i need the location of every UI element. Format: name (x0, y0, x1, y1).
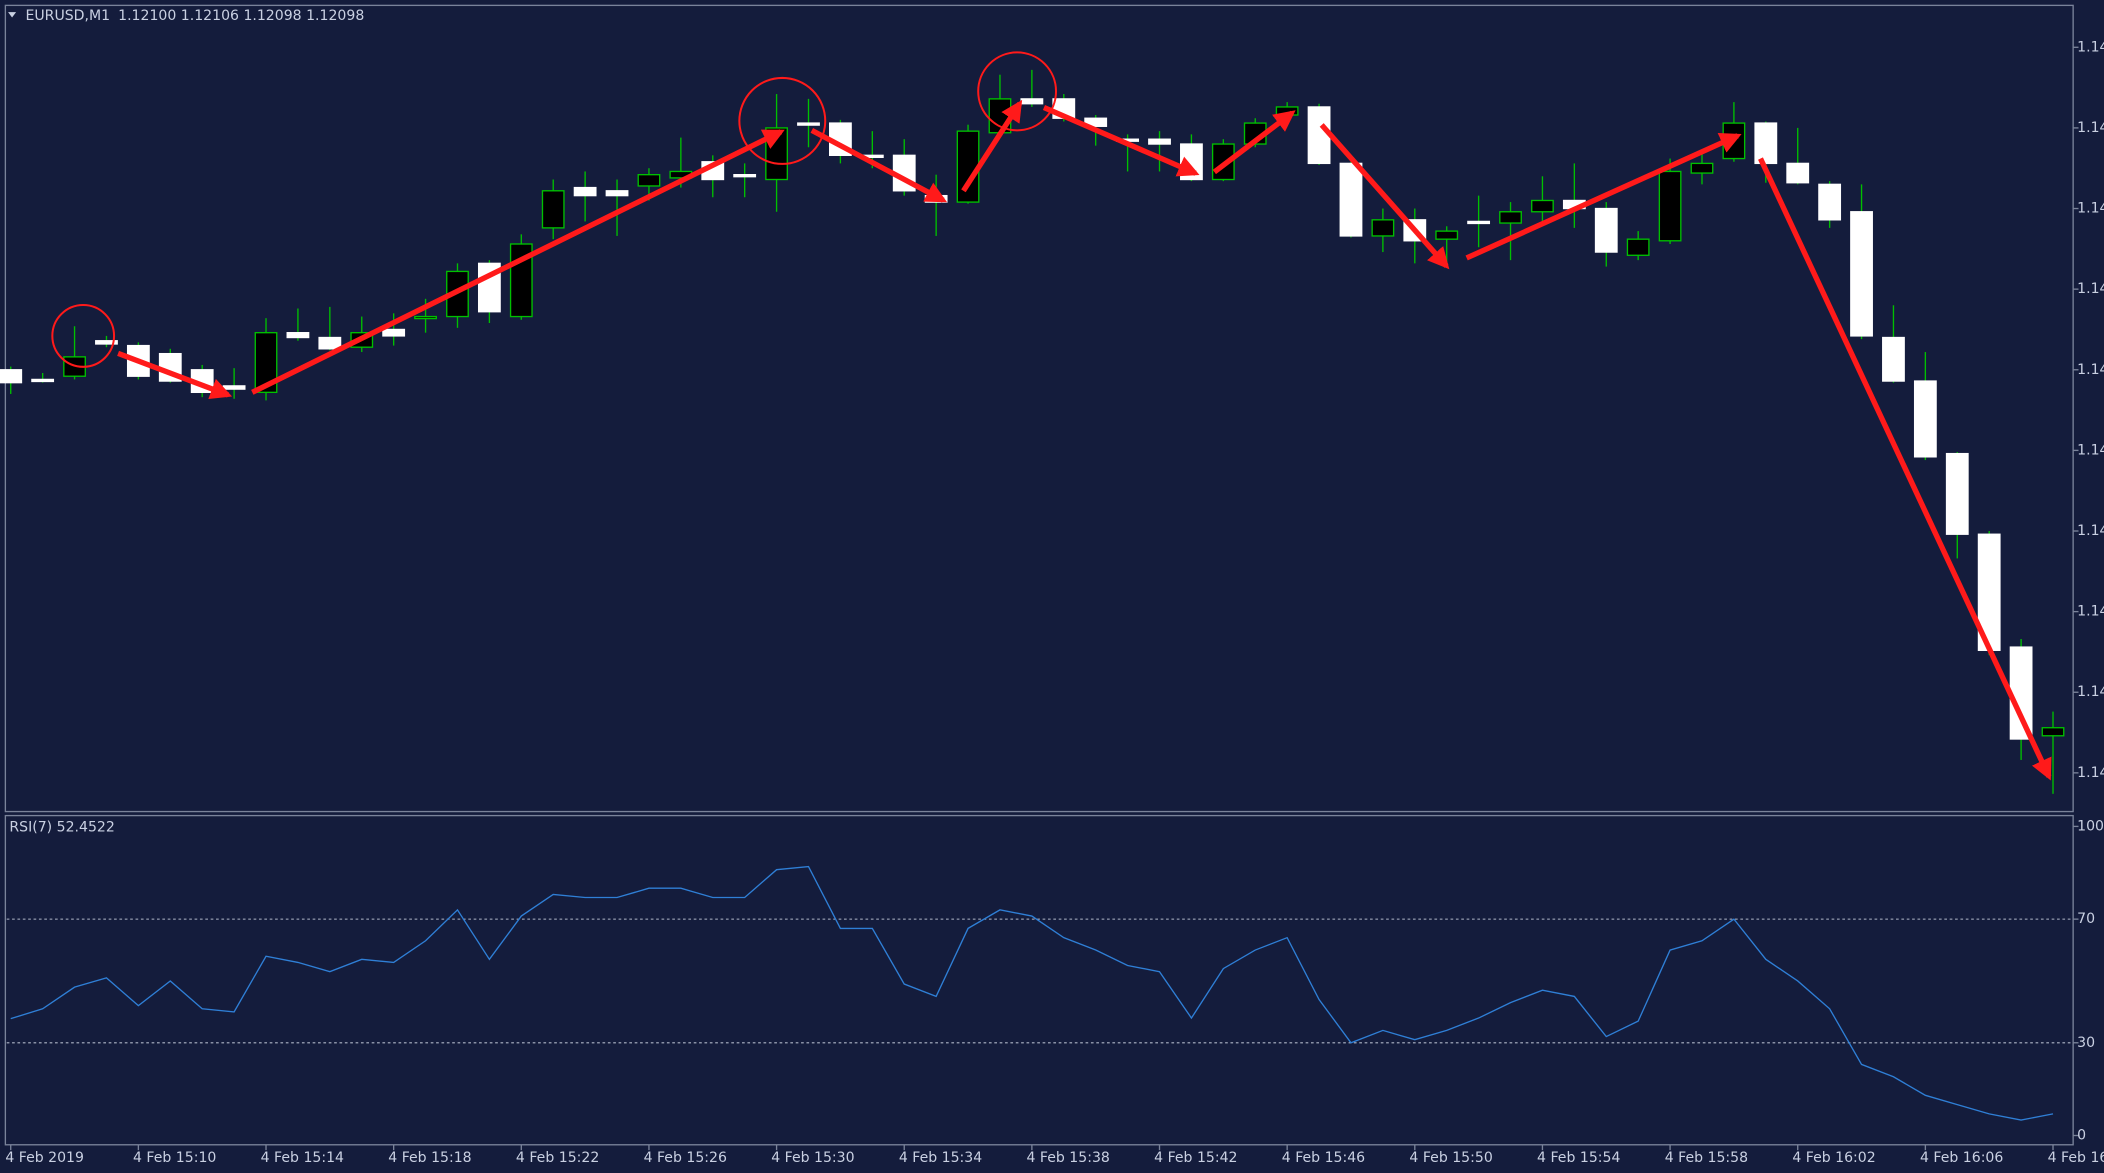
highlight-circle (977, 51, 1058, 132)
candle-body (1594, 207, 1618, 253)
candle-body (1786, 162, 1810, 184)
candle-body (1499, 211, 1522, 224)
candle-body (2009, 646, 2033, 740)
trend-arrow (1042, 105, 1200, 177)
x-tick-label: 4 Feb 15:54 (1537, 1150, 1620, 1166)
candle-body (0, 369, 23, 384)
x-tick-label: 4 Feb 15:30 (771, 1150, 854, 1166)
candle-body (956, 130, 980, 203)
candle-body (1148, 138, 1171, 145)
trend-arrow (117, 350, 233, 400)
candle-body (1084, 117, 1108, 127)
candle-body (797, 122, 820, 126)
candle-body (254, 332, 278, 394)
candle-body (1754, 122, 1778, 165)
x-tick-label: 4 Feb 15:14 (261, 1150, 344, 1166)
menu-triangle[interactable] (8, 12, 17, 18)
x-tick-label: 4 Feb 15:50 (1409, 1150, 1492, 1166)
candle-body (414, 315, 437, 320)
candle-body (318, 336, 342, 350)
candle-body (1435, 230, 1459, 240)
candle-body (637, 174, 661, 187)
candle-body (95, 340, 118, 345)
y-tick-label: 0 (2077, 1128, 2086, 1144)
candle-body (733, 174, 757, 178)
candle-body (988, 98, 1012, 134)
candle-body (1690, 162, 1714, 174)
candle-body (1371, 219, 1395, 237)
candle-body (1882, 336, 1905, 382)
candle-body (541, 190, 565, 229)
candle-body (1850, 211, 1873, 337)
candle-body (222, 385, 246, 390)
trend-arrow (810, 127, 948, 203)
rsi-title: RSI(7) 52.4522 (9, 820, 114, 836)
candle-body (1658, 170, 1682, 242)
y-tick-label: 100 (2077, 818, 2104, 834)
trend-arrow (1758, 157, 2052, 781)
x-tick-label: 4 Feb 15:26 (644, 1150, 727, 1166)
x-tick-label: 4 Feb 16:06 (1920, 1150, 2003, 1166)
y-tick-label: 1.14 (2077, 281, 2104, 297)
y-tick-label: 1.14 (2077, 201, 2104, 217)
candle-body (1913, 380, 1937, 458)
trend-arrow (1212, 110, 1296, 175)
candle-body (1945, 452, 1969, 535)
x-tick-label: 4 Feb 15:18 (388, 1150, 471, 1166)
candle-body (1307, 106, 1331, 165)
highlight-circle (51, 303, 116, 368)
trend-arrow (961, 99, 1023, 193)
x-tick-label: 4 Feb 16 (2048, 1150, 2104, 1166)
candle-body (286, 332, 310, 339)
y-tick-label: 70 (2077, 911, 2095, 927)
x-tick-label: 4 Feb 2019 (5, 1150, 84, 1166)
highlight-circle (738, 76, 827, 165)
candle-body (573, 186, 597, 197)
y-tick-label: 30 (2077, 1035, 2095, 1051)
candle-body (1467, 220, 1491, 225)
ohlc-values: 1.12100 1.12106 1.12098 1.12098 (118, 8, 364, 24)
x-tick-label: 4 Feb 15:38 (1027, 1150, 1110, 1166)
chart-header: EURUSD,M1 1.12100 1.12106 1.12098 1.12098 (25, 8, 364, 24)
candle-body (605, 190, 629, 197)
y-tick-label: 1.14 (2077, 362, 2104, 378)
y-tick-label: 1.14 (2077, 442, 2104, 458)
y-tick-label: 1.14 (2077, 604, 2104, 620)
rsi-panel (4, 814, 2074, 1146)
candle-body (1020, 98, 1044, 105)
x-tick-label: 4 Feb 15:42 (1154, 1150, 1237, 1166)
x-tick-label: 4 Feb 15:22 (516, 1150, 599, 1166)
candle-body (1818, 183, 1842, 221)
x-tick-label: 4 Feb 15:10 (133, 1150, 216, 1166)
x-tick-label: 4 Feb 15:46 (1282, 1150, 1365, 1166)
annotations (51, 51, 2052, 781)
trend-arrow (251, 129, 785, 395)
candle-body (1626, 238, 1650, 256)
trend-arrow (1319, 123, 1450, 270)
candle-body (1531, 199, 1554, 213)
candle-body (382, 328, 406, 337)
candle-body (2041, 727, 2065, 737)
y-tick-label: 1.14 (2077, 39, 2104, 55)
x-tick-label: 4 Feb 15:58 (1665, 1150, 1748, 1166)
price-panel (4, 4, 2074, 813)
trend-arrow (1465, 132, 1742, 261)
y-tick-label: 1.14 (2077, 523, 2104, 539)
y-tick-label: 1.14 (2077, 684, 2104, 700)
x-tick-label: 4 Feb 15:34 (899, 1150, 982, 1166)
x-tick-label: 4 Feb 16:02 (1792, 1150, 1875, 1166)
y-tick-label: 1.14 (2077, 765, 2104, 781)
rsi-line (10, 865, 2054, 1121)
candle-body (31, 378, 55, 383)
y-tick-label: 1.14 (2077, 120, 2104, 136)
candle-body (1339, 162, 1363, 237)
symbol: EURUSD,M1 (25, 8, 110, 24)
